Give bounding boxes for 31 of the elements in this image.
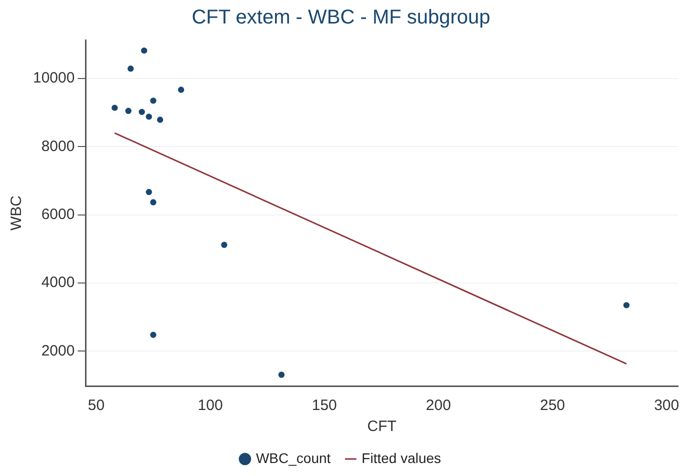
x-tick-label: 150 (312, 397, 337, 414)
x-axis-title: CFT (367, 418, 396, 436)
y-tick-label: 6000 (41, 206, 75, 224)
point (178, 86, 184, 93)
y-axis-title: WBC (8, 195, 26, 230)
y-tick-label: 10000 (32, 70, 75, 87)
x-tick-label: 300 (654, 397, 680, 414)
legend-label: WBC_count (256, 450, 331, 466)
point (146, 114, 152, 120)
point (150, 199, 156, 206)
point (128, 66, 134, 72)
y-tick-label: 4000 (41, 274, 75, 292)
point (150, 98, 156, 104)
point (146, 188, 152, 196)
chart-title: CFT extem - WBC - MF subgroup (192, 6, 490, 29)
y-tick-label: 2000 (41, 342, 75, 360)
point (141, 47, 148, 54)
point (221, 242, 228, 248)
x-tick-label: 200 (426, 397, 451, 414)
point (112, 104, 118, 111)
point (138, 108, 145, 116)
y-tick-label: 8000 (41, 138, 75, 155)
point (623, 302, 630, 308)
point (278, 372, 285, 378)
x-tick-label: 250 (540, 397, 566, 414)
point (150, 332, 156, 338)
point (156, 116, 164, 123)
point (125, 108, 132, 114)
x-tick-label: 100 (198, 397, 223, 414)
legend-label: Fitted values (362, 450, 442, 466)
x-tick-label: 50 (88, 397, 105, 414)
